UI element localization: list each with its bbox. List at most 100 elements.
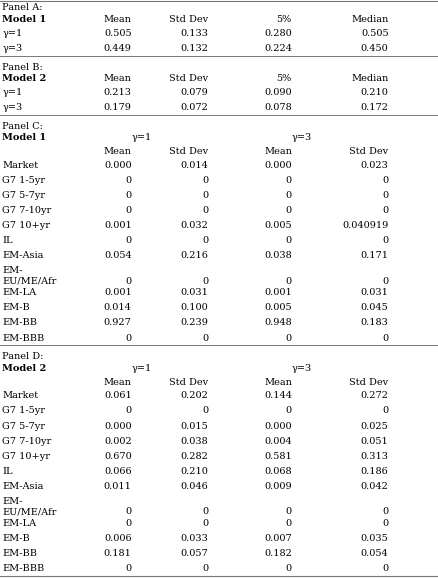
- Text: 0: 0: [202, 176, 208, 185]
- Text: 0.216: 0.216: [180, 251, 208, 261]
- Text: 0.009: 0.009: [264, 482, 291, 491]
- Text: γ=3: γ=3: [291, 364, 311, 373]
- Text: Panel C:: Panel C:: [2, 122, 43, 131]
- Text: 0.100: 0.100: [180, 303, 208, 313]
- Text: Panel B:: Panel B:: [2, 63, 43, 72]
- Text: EM-Asia: EM-Asia: [2, 251, 43, 261]
- Text: 0: 0: [202, 334, 208, 343]
- Text: 0: 0: [125, 519, 131, 528]
- Text: 0.025: 0.025: [360, 422, 388, 431]
- Text: Model 1: Model 1: [2, 133, 46, 142]
- Text: Std Dev: Std Dev: [349, 147, 388, 156]
- Text: 0.000: 0.000: [264, 422, 291, 431]
- Text: 0: 0: [381, 206, 388, 215]
- Text: 0: 0: [125, 564, 131, 573]
- Text: 0.171: 0.171: [360, 251, 388, 261]
- Text: 0.004: 0.004: [264, 437, 291, 446]
- Text: G7 5-7yr: G7 5-7yr: [2, 191, 45, 200]
- Text: G7 7-10yr: G7 7-10yr: [2, 206, 51, 215]
- Text: EM-LA: EM-LA: [2, 519, 36, 528]
- Text: 0.045: 0.045: [360, 303, 388, 313]
- Text: 0.450: 0.450: [360, 44, 388, 53]
- Text: 0.000: 0.000: [104, 161, 131, 170]
- Text: 0: 0: [285, 236, 291, 245]
- Text: γ=3: γ=3: [2, 103, 22, 112]
- Text: 0.014: 0.014: [104, 303, 131, 313]
- Text: 0.001: 0.001: [104, 288, 131, 298]
- Text: 0.014: 0.014: [180, 161, 208, 170]
- Text: 0.005: 0.005: [264, 221, 291, 230]
- Text: EM-BBB: EM-BBB: [2, 564, 44, 573]
- Text: 0.015: 0.015: [180, 422, 208, 431]
- Text: 0: 0: [202, 507, 208, 516]
- Text: Median: Median: [350, 74, 388, 83]
- Text: 0: 0: [285, 406, 291, 416]
- Text: Mean: Mean: [104, 74, 131, 83]
- Text: 0.033: 0.033: [180, 534, 208, 543]
- Text: IL: IL: [2, 467, 13, 476]
- Text: γ=1: γ=1: [131, 133, 152, 142]
- Text: 0.038: 0.038: [180, 437, 208, 446]
- Text: 0.272: 0.272: [360, 391, 388, 401]
- Text: 0.001: 0.001: [104, 221, 131, 230]
- Text: G7 5-7yr: G7 5-7yr: [2, 422, 45, 431]
- Text: IL: IL: [2, 236, 13, 245]
- Text: 0.066: 0.066: [104, 467, 131, 476]
- Text: 0.031: 0.031: [360, 288, 388, 298]
- Text: EM-B: EM-B: [2, 534, 30, 543]
- Text: 0: 0: [202, 236, 208, 245]
- Text: 0.032: 0.032: [180, 221, 208, 230]
- Text: 0: 0: [381, 519, 388, 528]
- Text: 0: 0: [285, 564, 291, 573]
- Text: 0.210: 0.210: [360, 88, 388, 97]
- Text: 0.000: 0.000: [104, 422, 131, 431]
- Text: 0.179: 0.179: [104, 103, 131, 112]
- Text: 0.182: 0.182: [264, 549, 291, 558]
- Text: Std Dev: Std Dev: [169, 378, 208, 387]
- Text: 0: 0: [285, 176, 291, 185]
- Text: 0.280: 0.280: [264, 29, 291, 38]
- Text: γ=1: γ=1: [131, 364, 152, 373]
- Text: 0: 0: [381, 191, 388, 200]
- Text: EM-BB: EM-BB: [2, 318, 37, 328]
- Text: Median: Median: [350, 15, 388, 24]
- Text: 0.007: 0.007: [264, 534, 291, 543]
- Text: 0.006: 0.006: [104, 534, 131, 543]
- Text: 0: 0: [381, 406, 388, 416]
- Text: 0.172: 0.172: [360, 103, 388, 112]
- Text: 0.210: 0.210: [180, 467, 208, 476]
- Text: 0.031: 0.031: [180, 288, 208, 298]
- Text: 0.090: 0.090: [264, 88, 291, 97]
- Text: EM-BBB: EM-BBB: [2, 334, 44, 343]
- Text: 0: 0: [125, 191, 131, 200]
- Text: 0.000: 0.000: [264, 161, 291, 170]
- Text: 0.068: 0.068: [264, 467, 291, 476]
- Text: 0: 0: [202, 519, 208, 528]
- Text: 0.040919: 0.040919: [342, 221, 388, 230]
- Text: 0: 0: [125, 334, 131, 343]
- Text: 0.042: 0.042: [360, 482, 388, 491]
- Text: Mean: Mean: [104, 147, 131, 156]
- Text: Market: Market: [2, 391, 38, 401]
- Text: 0.001: 0.001: [264, 288, 291, 298]
- Text: 0.505: 0.505: [360, 29, 388, 38]
- Text: Std Dev: Std Dev: [169, 147, 208, 156]
- Text: 0.054: 0.054: [104, 251, 131, 261]
- Text: Panel D:: Panel D:: [2, 352, 43, 361]
- Text: 0: 0: [285, 334, 291, 343]
- Text: Model 1: Model 1: [2, 15, 46, 24]
- Text: 0.079: 0.079: [180, 88, 208, 97]
- Text: 0: 0: [381, 277, 388, 286]
- Text: 0.144: 0.144: [263, 391, 291, 401]
- Text: EM-BB: EM-BB: [2, 549, 37, 558]
- Text: 0.239: 0.239: [180, 318, 208, 328]
- Text: 0.038: 0.038: [264, 251, 291, 261]
- Text: 0.133: 0.133: [180, 29, 208, 38]
- Text: 0.002: 0.002: [104, 437, 131, 446]
- Text: G7 7-10yr: G7 7-10yr: [2, 437, 51, 446]
- Text: γ=3: γ=3: [291, 133, 311, 142]
- Text: 0: 0: [125, 206, 131, 215]
- Text: 0: 0: [285, 507, 291, 516]
- Text: 0: 0: [202, 406, 208, 416]
- Text: 0.181: 0.181: [104, 549, 131, 558]
